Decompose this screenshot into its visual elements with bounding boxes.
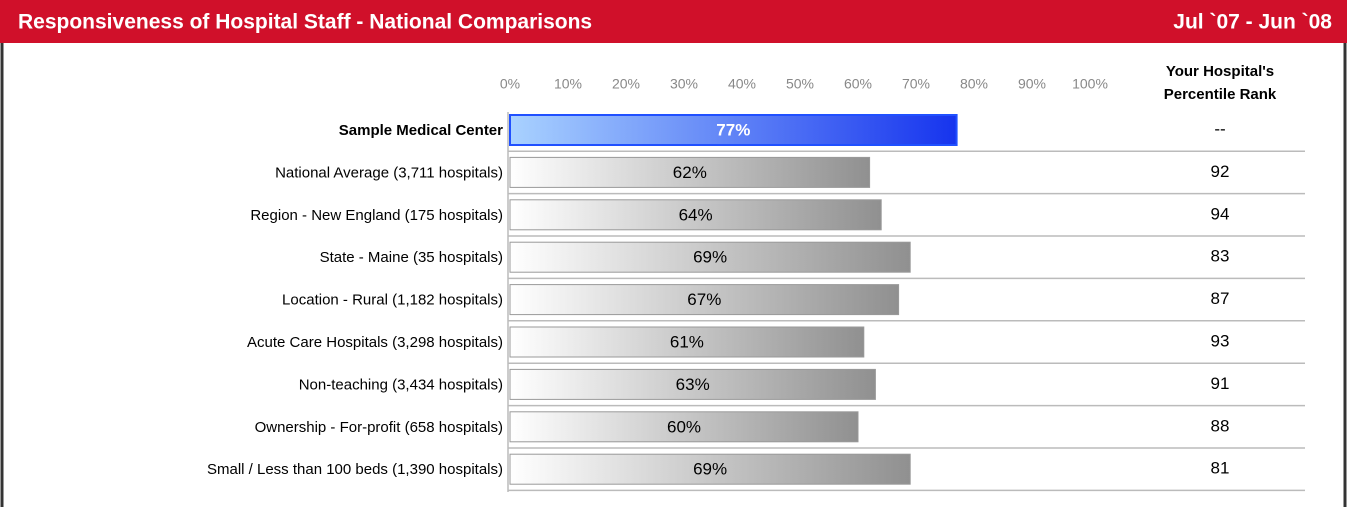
bar (509, 199, 882, 231)
x-tick-label: 50% (786, 76, 814, 92)
rank-value: 92 (1211, 162, 1230, 181)
x-tick-label: 20% (612, 76, 640, 92)
x-tick-label: 70% (902, 76, 930, 92)
date-range: Jul `07 - Jun `08 (1173, 11, 1332, 34)
value-label: 61% (670, 332, 704, 351)
x-tick-label: 40% (728, 76, 756, 92)
category-label: Location - Rural (1,182 hospitals) (282, 292, 503, 309)
value-label: 64% (679, 205, 713, 224)
value-label: 69% (693, 248, 727, 267)
value-label: 67% (687, 290, 721, 309)
chart-title: Responsiveness of Hospital Staff - Natio… (18, 11, 592, 34)
category-label: National Average (3,711 hospitals) (275, 164, 503, 181)
bar (509, 284, 900, 316)
x-tick-label: 60% (844, 76, 872, 92)
category-label: Non-teaching (3,434 hospitals) (299, 376, 503, 393)
bar (509, 453, 911, 485)
header-bar (0, 0, 1347, 43)
x-tick-label: 30% (670, 76, 698, 92)
category-label: Small / Less than 100 beds (1,390 hospit… (207, 461, 503, 478)
rank-value: 88 (1211, 416, 1230, 435)
bar (509, 368, 876, 400)
rank-value: 91 (1211, 374, 1230, 393)
category-label: Region - New England (175 hospitals) (250, 207, 503, 224)
x-tick-label: 0% (500, 76, 520, 92)
rank-value: 83 (1211, 247, 1230, 266)
bar (509, 411, 859, 443)
rank-value: -- (1214, 119, 1225, 138)
rank-value: 81 (1211, 459, 1230, 478)
x-tick-label: 10% (554, 76, 582, 92)
value-label: 62% (673, 163, 707, 182)
category-label: Acute Care Hospitals (3,298 hospitals) (247, 334, 503, 351)
bar (509, 241, 911, 273)
bar (509, 156, 871, 188)
category-label: Sample Medical Center (339, 122, 503, 139)
bar (509, 114, 958, 146)
value-label: 63% (676, 375, 710, 394)
value-label: 69% (693, 460, 727, 479)
x-tick-label: 100% (1072, 76, 1108, 92)
category-label: Ownership - For-profit (658 hospitals) (255, 419, 503, 436)
value-label: 60% (667, 417, 701, 436)
rank-value: 94 (1211, 204, 1230, 223)
category-label: State - Maine (35 hospitals) (320, 249, 503, 266)
x-tick-label: 80% (960, 76, 988, 92)
rank-value: 87 (1211, 289, 1230, 308)
rank-header: Percentile Rank (1164, 86, 1277, 103)
bar (509, 326, 865, 358)
value-label: 77% (716, 120, 750, 139)
x-tick-label: 90% (1018, 76, 1046, 92)
rank-value: 93 (1211, 331, 1230, 350)
rank-header: Your Hospital's (1166, 63, 1274, 80)
